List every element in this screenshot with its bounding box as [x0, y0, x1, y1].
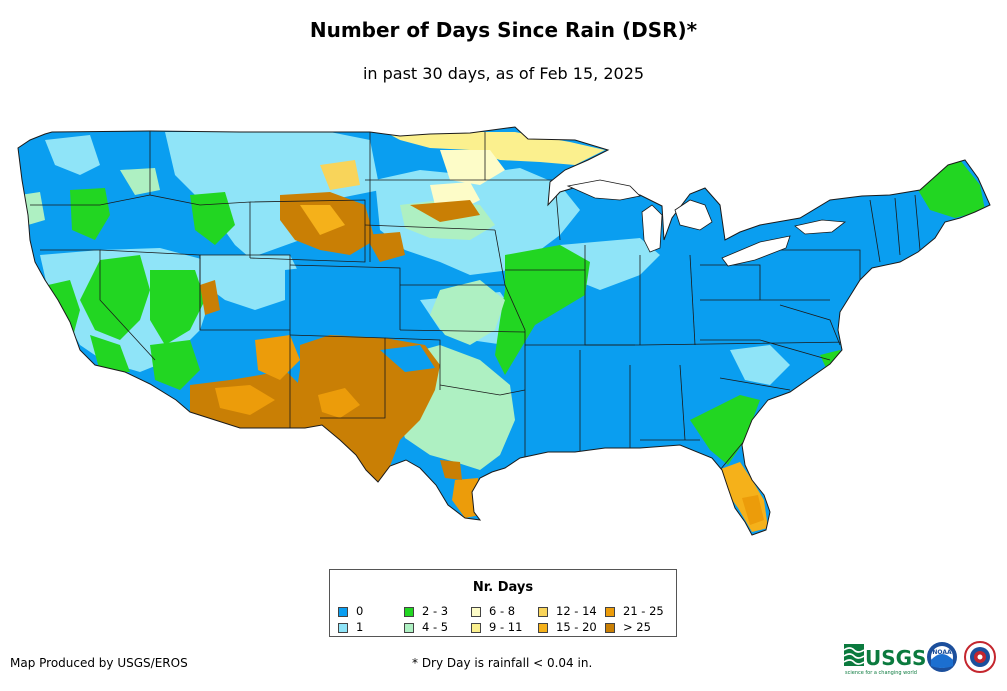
legend-swatch-3 — [404, 622, 414, 633]
noaa-logo-text: NOAA — [932, 649, 952, 656]
legend-label: 12 - 14 — [556, 604, 597, 618]
legend-label: > 25 — [623, 620, 651, 634]
legend-item-9: > 25 — [605, 621, 651, 633]
legend-label: 0 — [356, 604, 364, 618]
legend-swatch-8 — [605, 606, 615, 617]
legend-item-7: 15 - 20 — [538, 621, 597, 633]
legend-item-6: 12 - 14 — [538, 605, 597, 617]
legend-item-5: 9 - 11 — [471, 621, 522, 633]
agency-logos: USGS science for a changing world NOAA — [843, 641, 996, 676]
legend-label: 6 - 8 — [489, 604, 516, 618]
usgs-logo: USGS science for a changing world — [843, 644, 926, 676]
usgs-tagline: science for a changing world — [845, 670, 917, 676]
legend-label: 4 - 5 — [422, 620, 449, 634]
map-title: Number of Days Since Rain (DSR)* — [309, 18, 698, 42]
legend-swatch-7 — [538, 622, 548, 633]
legend-item-2: 2 - 3 — [404, 605, 448, 617]
legend-label: 15 - 20 — [556, 620, 597, 634]
legend-label: 21 - 25 — [623, 604, 664, 618]
legend-item-0: 0 — [338, 605, 363, 617]
legend-item-3: 4 - 5 — [404, 621, 448, 633]
legend-swatch-1 — [338, 622, 348, 633]
state-boundaries — [30, 131, 921, 471]
great-lakes — [566, 179, 847, 267]
legend-swatch-6 — [538, 606, 548, 617]
legend-swatch-5 — [471, 622, 481, 633]
usgs-logo-text: USGS — [865, 646, 926, 670]
legend-swatch-4 — [471, 606, 481, 617]
legend-swatch-9 — [605, 622, 615, 633]
noaa-logo: NOAA — [927, 642, 957, 672]
legend-label: 1 — [356, 620, 364, 634]
nws-logo — [964, 641, 996, 673]
legend-label: 9 - 11 — [489, 620, 523, 634]
map-subtitle: in past 30 days, as of Feb 15, 2025 — [362, 64, 645, 83]
legend-swatch-2 — [404, 606, 414, 617]
map-credit: Map Produced by USGS/EROS — [10, 656, 188, 670]
legend-label: 2 - 3 — [422, 604, 449, 618]
precip-zones — [20, 132, 985, 532]
footnote: * Dry Day is rainfall < 0.04 in. — [412, 656, 593, 670]
us-dsr-map — [17, 126, 991, 536]
legend-title: Nr. Days — [472, 580, 534, 595]
legend-item-4: 6 - 8 — [471, 605, 515, 617]
legend-item-1: 1 — [338, 621, 363, 633]
legend: Nr. Days 0 1 2 - 3 4 - 5 6 - 8 9 - 11 12… — [329, 569, 677, 637]
legend-item-8: 21 - 25 — [605, 605, 664, 617]
legend-swatch-0 — [338, 606, 348, 617]
